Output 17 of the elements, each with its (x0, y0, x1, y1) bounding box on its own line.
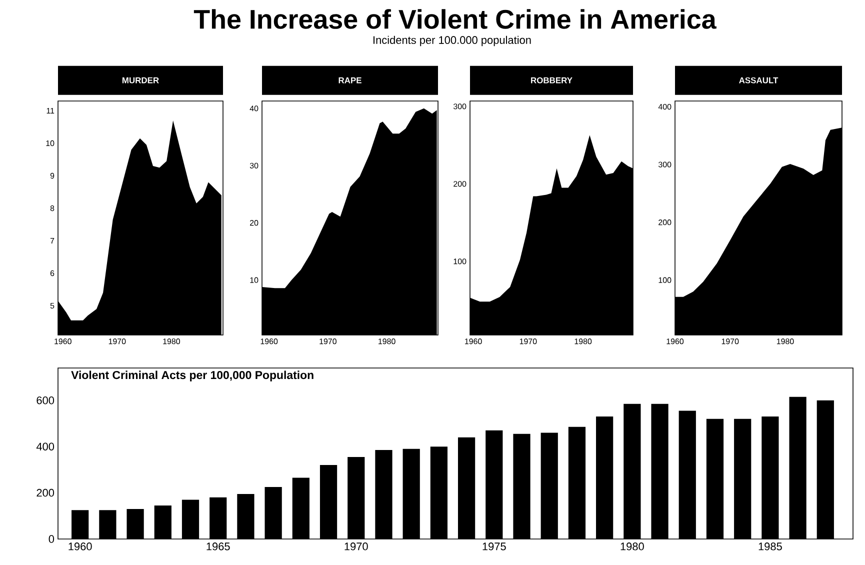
x-tick-label: 1975 (482, 542, 506, 550)
y-tick-label: 400 (36, 442, 54, 450)
x-tick-label: 1980 (620, 542, 644, 550)
y-tick-label: 600 (36, 396, 54, 404)
x-tick-label: 1985 (758, 542, 782, 550)
chart-title: MURDER (122, 77, 159, 84)
text: The Increase of Violent Crime in America (194, 9, 717, 29)
x-tick-label: 1960 (68, 542, 92, 550)
chart-title: RAPE (338, 77, 362, 84)
y-tick-label: 0 (48, 535, 54, 543)
chart-title: ASSAULT (739, 77, 778, 84)
x-tick-label: 1970 (344, 542, 368, 550)
x-tick-label: 1965 (206, 542, 230, 550)
chart-title: Violent Criminal Acts per 100,000 Population (71, 370, 314, 382)
chart-title: ROBBERY (531, 77, 572, 84)
y-tick-label: 200 (36, 488, 54, 497)
text: Incidents per 100.000 population (374, 36, 531, 46)
